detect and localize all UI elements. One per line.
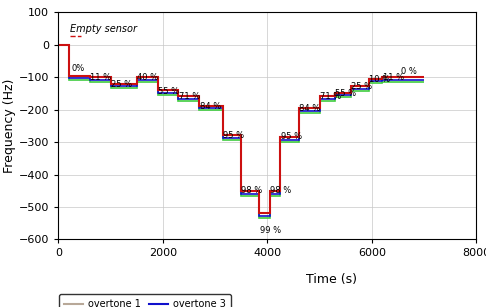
Text: 25 %: 25 % — [351, 82, 372, 91]
Text: 10 %: 10 % — [369, 75, 391, 84]
Text: 11 %: 11 % — [90, 73, 111, 82]
Text: 25 %: 25 % — [111, 80, 132, 89]
Text: 84 %: 84 % — [299, 104, 320, 113]
Text: 95 %: 95 % — [280, 132, 302, 141]
Y-axis label: Frequency (Hz): Frequency (Hz) — [3, 79, 16, 173]
Text: 98 %: 98 % — [270, 186, 292, 195]
Text: 0%: 0% — [72, 64, 85, 72]
Text: 71 %: 71 % — [179, 92, 200, 101]
Text: 40 %: 40 % — [137, 73, 158, 82]
Text: 11 %: 11 % — [382, 73, 404, 82]
Text: 98 %: 98 % — [242, 186, 263, 195]
Text: 0 %: 0 % — [401, 67, 417, 76]
Text: Empty sensor: Empty sensor — [70, 24, 138, 34]
Text: 55 %: 55 % — [335, 88, 357, 98]
Text: 99 %: 99 % — [260, 226, 281, 235]
Text: 71 %: 71 % — [320, 92, 341, 101]
Text: 84 %: 84 % — [200, 102, 221, 111]
Text: 55 %: 55 % — [158, 87, 179, 95]
Legend: overtone 1, overtone 5, overtone 3, overtone 7: overtone 1, overtone 5, overtone 3, over… — [59, 294, 231, 307]
Text: Time (s): Time (s) — [306, 273, 357, 286]
Text: 95 %: 95 % — [223, 131, 244, 140]
